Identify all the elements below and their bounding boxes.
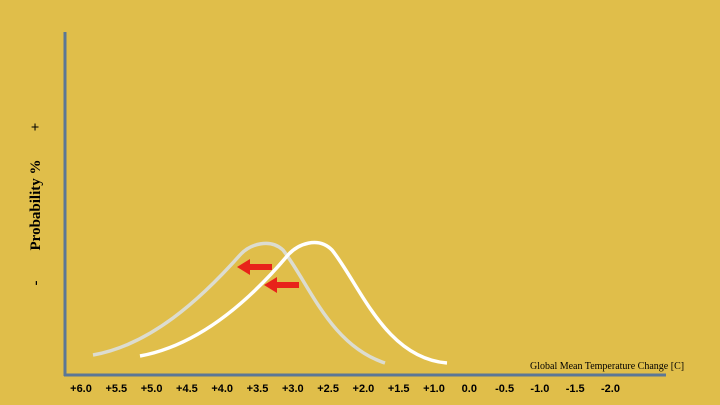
arrow-head bbox=[264, 277, 277, 293]
x-tick-label: +2.0 bbox=[353, 383, 375, 395]
arrows bbox=[237, 259, 299, 293]
x-tick-label: +3.5 bbox=[247, 383, 269, 395]
x-tick-label: +5.5 bbox=[105, 383, 127, 395]
x-tick-label: +4.0 bbox=[211, 383, 233, 395]
x-tick-label: 0.0 bbox=[462, 383, 477, 395]
x-axis-title: Global Mean Temperature Change [C] bbox=[530, 361, 684, 372]
x-tick-label: -2.0 bbox=[601, 383, 620, 395]
x-tick-label: +4.5 bbox=[176, 383, 198, 395]
shifted-curve bbox=[92, 241, 386, 365]
x-tick-label: +3.0 bbox=[282, 383, 304, 395]
x-tick-label: +6.0 bbox=[70, 383, 92, 395]
arrow-shaft bbox=[275, 282, 299, 288]
x-tick-label: -1.0 bbox=[530, 383, 549, 395]
x-tick-label: -1.5 bbox=[566, 383, 585, 395]
y-plus: + bbox=[28, 123, 44, 132]
x-tick-label: -0.5 bbox=[495, 383, 514, 395]
x-tick-label: +1.0 bbox=[423, 383, 445, 395]
x-tick-label: +1.5 bbox=[388, 383, 410, 395]
original-curve bbox=[139, 240, 448, 365]
arrow-shaft bbox=[248, 264, 272, 270]
y-axis-label: Probability % bbox=[28, 160, 44, 251]
x-tick-label: +2.5 bbox=[317, 383, 339, 395]
arrow-head bbox=[237, 259, 250, 275]
x-tick-label: +5.0 bbox=[141, 383, 163, 395]
y-minus: - bbox=[28, 281, 44, 286]
